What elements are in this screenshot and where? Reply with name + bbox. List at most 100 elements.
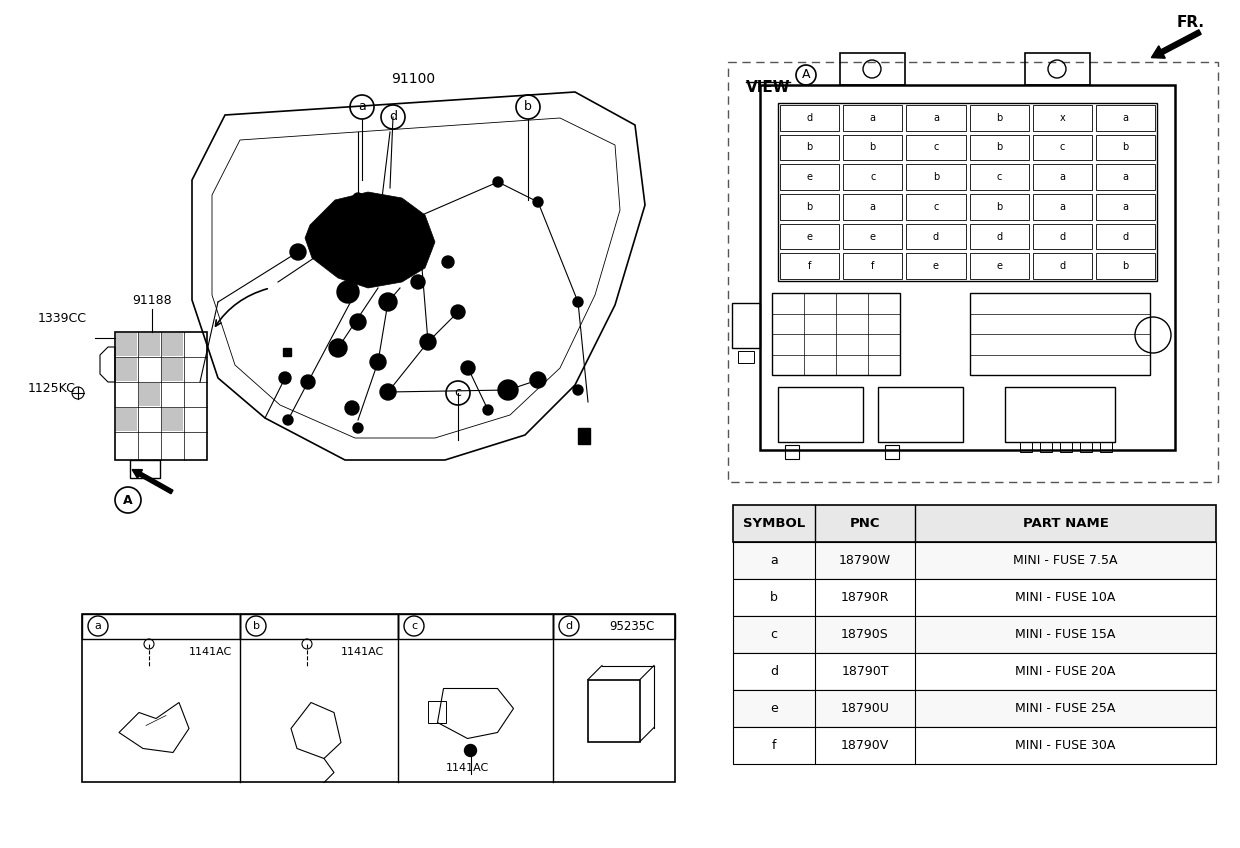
Text: 1141AC: 1141AC <box>188 647 232 657</box>
Bar <box>578 428 590 444</box>
Text: e: e <box>806 172 812 182</box>
Bar <box>553 614 675 639</box>
Text: a: a <box>94 621 102 631</box>
Text: a: a <box>770 554 777 567</box>
Circle shape <box>484 405 494 415</box>
Text: b: b <box>770 591 777 604</box>
Bar <box>1096 254 1154 279</box>
Bar <box>733 690 1216 727</box>
Text: a: a <box>869 113 875 123</box>
Text: a: a <box>932 113 939 123</box>
Bar <box>1080 442 1092 452</box>
Bar <box>398 614 553 639</box>
Circle shape <box>283 415 293 425</box>
Bar <box>1060 442 1073 452</box>
Text: A: A <box>802 69 810 81</box>
Bar <box>780 105 839 131</box>
Bar <box>733 616 1216 653</box>
Bar <box>1033 194 1092 220</box>
Text: MINI - FUSE 20A: MINI - FUSE 20A <box>1016 665 1116 678</box>
Bar <box>139 383 160 406</box>
Bar <box>241 614 398 639</box>
Bar <box>117 333 136 356</box>
Bar <box>283 348 291 356</box>
Bar <box>733 727 1216 764</box>
Bar <box>117 358 136 381</box>
Circle shape <box>370 354 386 370</box>
Circle shape <box>329 339 347 357</box>
Bar <box>906 254 966 279</box>
Text: 18790U: 18790U <box>841 702 889 715</box>
Bar <box>780 135 839 160</box>
Bar <box>970 135 1029 160</box>
Bar <box>885 445 899 459</box>
Bar <box>733 505 1216 542</box>
Bar <box>117 408 136 431</box>
Text: PNC: PNC <box>849 517 880 530</box>
Circle shape <box>301 375 315 389</box>
Text: e: e <box>996 261 1002 271</box>
Bar <box>1033 254 1092 279</box>
Text: a: a <box>1122 202 1128 212</box>
Bar <box>843 135 903 160</box>
Text: x: x <box>1059 113 1065 123</box>
Text: f: f <box>870 261 874 271</box>
Bar <box>1096 135 1154 160</box>
Circle shape <box>451 305 465 319</box>
Bar <box>970 105 1029 131</box>
Text: e: e <box>932 261 939 271</box>
Text: d: d <box>1059 232 1065 242</box>
Text: f: f <box>771 739 776 752</box>
Text: MINI - FUSE 15A: MINI - FUSE 15A <box>1016 628 1116 641</box>
Bar <box>773 293 900 375</box>
Circle shape <box>383 297 393 307</box>
Circle shape <box>383 387 393 397</box>
Bar <box>115 332 207 460</box>
Circle shape <box>529 372 546 388</box>
Text: b: b <box>932 172 939 182</box>
Bar <box>970 165 1029 190</box>
Circle shape <box>410 275 425 289</box>
Text: PART NAME: PART NAME <box>1023 517 1109 530</box>
Text: f: f <box>808 261 811 271</box>
Bar <box>1004 387 1115 442</box>
Circle shape <box>465 745 476 756</box>
Bar <box>139 333 160 356</box>
Text: d: d <box>806 113 812 123</box>
Text: b: b <box>806 142 812 153</box>
Text: b: b <box>996 202 1002 212</box>
Circle shape <box>279 372 291 384</box>
Text: MINI - FUSE 7.5A: MINI - FUSE 7.5A <box>1013 554 1117 567</box>
Circle shape <box>353 193 363 203</box>
Bar <box>428 700 445 722</box>
Text: c: c <box>997 172 1002 182</box>
Text: d: d <box>932 232 939 242</box>
Bar <box>843 224 903 249</box>
Circle shape <box>303 377 312 387</box>
Bar <box>162 333 184 356</box>
Text: 1141AC: 1141AC <box>445 763 489 773</box>
Text: c: c <box>870 172 875 182</box>
Text: c: c <box>934 142 939 153</box>
Bar <box>843 165 903 190</box>
Bar <box>1096 224 1154 249</box>
Bar <box>780 224 839 249</box>
Bar <box>970 224 1029 249</box>
Circle shape <box>379 293 397 311</box>
Text: d: d <box>996 232 1002 242</box>
Bar <box>878 387 963 442</box>
Text: b: b <box>806 202 812 212</box>
Bar <box>130 460 160 478</box>
Circle shape <box>498 380 518 400</box>
Bar <box>1033 135 1092 160</box>
Text: 1339CC: 1339CC <box>38 312 87 325</box>
Text: d: d <box>770 665 777 678</box>
Bar <box>777 103 1157 281</box>
Text: MINI - FUSE 30A: MINI - FUSE 30A <box>1016 739 1116 752</box>
Polygon shape <box>305 192 435 288</box>
Text: d: d <box>389 110 397 124</box>
Bar <box>728 62 1218 482</box>
Text: 95235C: 95235C <box>609 620 655 633</box>
Bar <box>970 293 1149 375</box>
Bar <box>738 351 754 363</box>
